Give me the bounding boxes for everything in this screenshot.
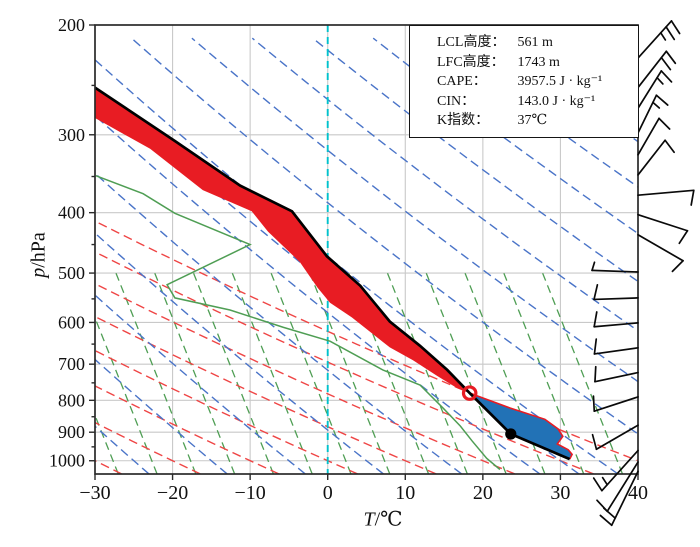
wind-barb bbox=[637, 139, 675, 176]
stat-lfc-label: LFC高度： bbox=[437, 54, 505, 70]
wind-barb bbox=[637, 117, 671, 156]
wind-barb bbox=[594, 365, 639, 383]
dry-adiabat-lines bbox=[95, 220, 638, 474]
stat-cape-label: CAPE： bbox=[437, 74, 487, 90]
dewpoint-line bbox=[95, 174, 501, 471]
stat-lcl-label: LCL高度： bbox=[437, 35, 506, 50]
stat-lcl: LCL高度： 561 m bbox=[437, 33, 634, 53]
axis-ticks bbox=[89, 24, 639, 480]
wind-barb bbox=[591, 424, 639, 451]
wind-barb bbox=[637, 50, 677, 89]
x-axis-symbol: T bbox=[363, 508, 375, 531]
x-tick-label: −30 bbox=[79, 482, 110, 504]
wind-barb bbox=[599, 470, 639, 527]
wind-barb bbox=[593, 283, 639, 301]
y-tick-label: 900 bbox=[58, 422, 85, 442]
wind-barb bbox=[637, 70, 673, 110]
x-axis-unit: /℃ bbox=[374, 508, 403, 531]
stat-kindex-label: K指数： bbox=[437, 113, 490, 129]
wind-barb bbox=[592, 395, 639, 412]
wind-barb bbox=[593, 338, 639, 355]
wind-barb bbox=[637, 189, 695, 206]
y-axis-unit: /hPa bbox=[27, 232, 50, 268]
x-tick-label: −10 bbox=[235, 482, 266, 504]
wind-barb bbox=[593, 311, 639, 328]
cape-area bbox=[95, 87, 470, 394]
stat-kindex-value: 37℃ bbox=[517, 113, 548, 129]
y-tick-label: 200 bbox=[58, 15, 85, 35]
stat-kindex: K指数： 37℃ bbox=[437, 111, 634, 131]
y-tick-label: 700 bbox=[58, 354, 85, 374]
y-axis-title: p/hPa bbox=[28, 232, 51, 278]
sounding-stats-box: LCL高度： 561 m LFC高度： 1743 m CAPE： 3957.5 … bbox=[409, 25, 639, 138]
stat-lfc-value: 1743 m bbox=[517, 54, 560, 70]
stat-cape-value: 3957.5 J · kg⁻¹ bbox=[517, 74, 603, 90]
x-tick-label: 20 bbox=[473, 482, 493, 504]
stat-cin-value: 143.0 J · kg⁻¹ bbox=[517, 93, 596, 109]
x-tick-label: 30 bbox=[550, 482, 570, 504]
y-tick-label: 600 bbox=[58, 312, 85, 332]
lcl-marker bbox=[505, 428, 517, 440]
y-tick-label: 500 bbox=[58, 263, 85, 283]
stat-lfc: LFC高度： 1743 m bbox=[437, 53, 634, 73]
x-tick-label: 10 bbox=[395, 482, 415, 504]
wind-barb bbox=[637, 20, 681, 59]
axis-frame bbox=[94, 24, 639, 475]
x-axis-title: T/℃ bbox=[363, 507, 402, 532]
parcel-path-line bbox=[469, 392, 574, 460]
lfc-marker bbox=[461, 385, 478, 401]
stat-cin-label: CIN： bbox=[437, 93, 476, 109]
x-tick-label: −20 bbox=[157, 482, 188, 504]
y-tick-label: 800 bbox=[58, 390, 85, 410]
y-tick-label: 300 bbox=[58, 125, 85, 145]
wind-barbs-layer bbox=[591, 20, 695, 527]
wind-barb bbox=[637, 233, 684, 273]
wind-barb bbox=[591, 261, 639, 273]
wind-barb bbox=[637, 94, 669, 134]
y-tick-label: 1000 bbox=[49, 451, 85, 471]
y-tick-label: 400 bbox=[58, 203, 85, 223]
x-tick-label: 40 bbox=[628, 482, 648, 504]
temperature-line bbox=[95, 86, 571, 461]
background-lines-layer bbox=[95, 25, 638, 474]
isohume-lines bbox=[95, 272, 624, 474]
x-tick-label: 0 bbox=[323, 482, 333, 504]
wind-barb bbox=[637, 213, 689, 245]
y-axis-symbol: p bbox=[27, 267, 50, 278]
wind-barb bbox=[592, 449, 639, 492]
stat-lcl-value: 561 m bbox=[517, 35, 553, 50]
cin-area bbox=[469, 393, 573, 460]
stat-cin: CIN： 143.0 J · kg⁻¹ bbox=[437, 92, 634, 112]
stat-cape: CAPE： 3957.5 J · kg⁻¹ bbox=[437, 72, 634, 92]
tick-labels: −30 −20 −10 0 10 20 30 40 200 300 400 500 600 700 800 9… bbox=[49, 15, 648, 504]
